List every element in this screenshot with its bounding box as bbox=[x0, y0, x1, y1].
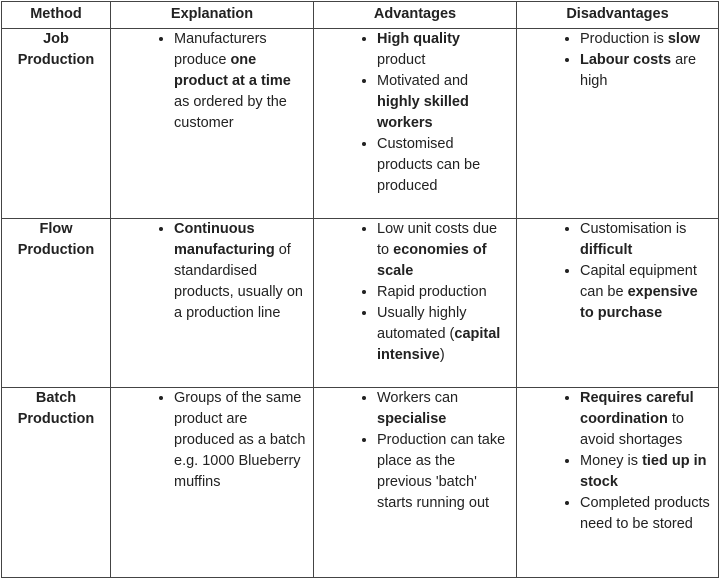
header-cell: Advantages bbox=[313, 1, 517, 29]
text: of standardised products, usually on a p… bbox=[174, 242, 303, 321]
content-cell: Workers can specialiseProduction can tak… bbox=[313, 387, 517, 578]
bold-text: highly skilled workers bbox=[377, 94, 469, 131]
bullet-list: Workers can specialiseProduction can tak… bbox=[314, 388, 516, 514]
bullet-item: Continuous manufacturing of standardised… bbox=[174, 219, 307, 324]
method-label: Job bbox=[43, 31, 69, 47]
bullet-item: Production is slow bbox=[580, 29, 712, 50]
method-label: Flow bbox=[39, 221, 73, 237]
bold-text: Continuous manufacturing bbox=[174, 221, 275, 258]
text: Groups of the same product are produced … bbox=[174, 390, 306, 490]
bullet-item: Requires careful coordination to avoid s… bbox=[580, 388, 712, 451]
bullet-item: Money is tied up in stock bbox=[580, 451, 712, 493]
text: Capital equipment can be bbox=[580, 263, 697, 300]
bullet-item: High quality product bbox=[377, 29, 510, 71]
bullet-item: Capital equipment can be expensive to pu… bbox=[580, 261, 712, 324]
bullet-item: Low unit costs due to economies of scale bbox=[377, 219, 510, 282]
content-cell: Groups of the same product are produced … bbox=[110, 387, 314, 578]
bold-text: specialise bbox=[377, 411, 447, 427]
bold-text: tied up in stock bbox=[580, 453, 707, 490]
text: Motivated and bbox=[377, 73, 469, 89]
bullet-item: Workers can specialise bbox=[377, 388, 510, 430]
method-label: Batch bbox=[35, 390, 77, 406]
method-cell: Flow Production bbox=[1, 218, 111, 388]
text: Completed products need to be stored bbox=[580, 495, 710, 532]
bullet-list: Requires careful coordination to avoid s… bbox=[517, 388, 718, 535]
bold-text: capital intensive bbox=[377, 326, 501, 363]
table-body: Job Production Manufacturers produce one p… bbox=[1, 28, 719, 578]
bullet-list: Low unit costs due to economies of scale… bbox=[314, 219, 516, 366]
text: ) bbox=[439, 347, 445, 363]
bullet-list: Manufacturers produce one product at a t… bbox=[111, 29, 313, 134]
method-cell: Job Production bbox=[1, 28, 111, 219]
header-cell: Disadvantages bbox=[516, 1, 719, 29]
header-cell: Method bbox=[1, 1, 111, 29]
bullet-item: Customisation is difficult bbox=[580, 219, 712, 261]
content-cell: Manufacturers produce one product at a t… bbox=[110, 28, 314, 219]
bullet-item: Motivated and highly skilled workers bbox=[377, 71, 510, 134]
text: product bbox=[377, 52, 426, 68]
text: Production can take place as the previou… bbox=[377, 432, 506, 511]
text: Manufacturers produce bbox=[174, 31, 267, 68]
content-cell: High quality productMotivated and highly… bbox=[313, 28, 517, 219]
text: as ordered by the customer bbox=[174, 94, 287, 131]
bold-text: Requires careful coordination bbox=[580, 390, 694, 427]
bullet-item: Labour costs are high bbox=[580, 50, 712, 92]
method-label: Production bbox=[17, 52, 95, 68]
content-cell: Requires careful coordination to avoid s… bbox=[516, 387, 719, 578]
table-row: Job Production Manufacturers produce one p… bbox=[1, 28, 719, 219]
header-row: Method Explanation Advantages Disadvantages bbox=[1, 1, 719, 29]
header-cell: Explanation bbox=[110, 1, 314, 29]
method-label: Production bbox=[17, 242, 95, 258]
text: Customisation is bbox=[580, 221, 687, 237]
bold-text: High quality bbox=[377, 31, 460, 47]
bullet-item: Completed products need to be stored bbox=[580, 493, 712, 535]
bullet-item: Manufacturers produce one product at a t… bbox=[174, 29, 307, 134]
text: Customised products can be produced bbox=[377, 136, 481, 194]
bold-text: economies of scale bbox=[377, 242, 487, 279]
method-cell: Batch Production bbox=[1, 387, 111, 578]
text: to avoid shortages bbox=[580, 411, 684, 448]
bold-text: slow bbox=[667, 31, 701, 47]
text: are high bbox=[580, 52, 697, 89]
bullet-item: Rapid production bbox=[377, 282, 510, 303]
content-cell: Low unit costs due to economies of scale… bbox=[313, 218, 517, 388]
bullet-list: Customisation is difficultCapital equipm… bbox=[517, 219, 718, 324]
text: Workers can bbox=[377, 390, 459, 406]
content-cell: Continuous manufacturing of standardised… bbox=[110, 218, 314, 388]
text: Usually highly automated ( bbox=[377, 305, 467, 342]
bold-text: one product at a time bbox=[174, 52, 291, 89]
bullet-list: Groups of the same product are produced … bbox=[111, 388, 313, 493]
content-cell: Production is slowLabour costs are high bbox=[516, 28, 719, 219]
table-row: Batch Production Groups of the same produc… bbox=[1, 387, 719, 578]
bold-text: Labour costs bbox=[580, 52, 672, 68]
bullet-item: Usually highly automated (capital intens… bbox=[377, 303, 510, 366]
bold-text: difficult bbox=[580, 242, 633, 258]
text: Low unit costs due to bbox=[377, 221, 498, 258]
text: Rapid production bbox=[377, 284, 487, 300]
text: Money is bbox=[580, 453, 643, 469]
method-label: Production bbox=[17, 411, 95, 427]
bullet-list: High quality productMotivated and highly… bbox=[314, 29, 516, 197]
table-row: Flow Production Continuous manufacturing o… bbox=[1, 218, 719, 388]
bullet-item: Customised products can be produced bbox=[377, 134, 510, 197]
bullet-item: Production can take place as the previou… bbox=[377, 430, 510, 514]
bold-text: expensive to purchase bbox=[580, 284, 698, 321]
bullet-list: Production is slowLabour costs are high bbox=[517, 29, 718, 92]
bullet-list: Continuous manufacturing of standardised… bbox=[111, 219, 313, 324]
content-cell: Customisation is difficultCapital equipm… bbox=[516, 218, 719, 388]
bullet-item: Groups of the same product are produced … bbox=[174, 388, 307, 493]
text: Production is bbox=[580, 31, 668, 47]
